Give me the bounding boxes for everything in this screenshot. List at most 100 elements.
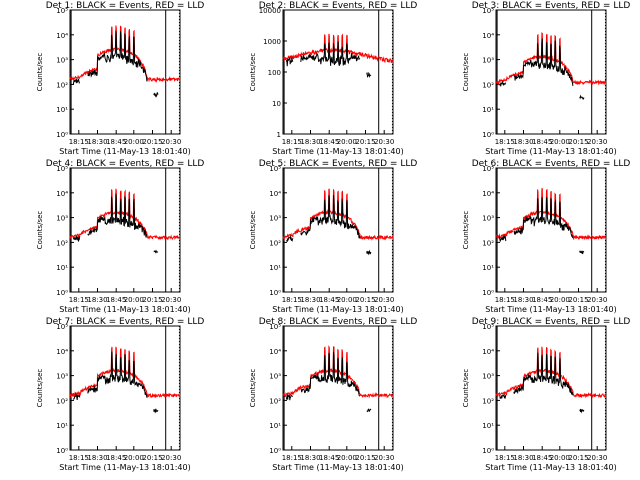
- series-events-line: [366, 249, 372, 256]
- panel-title: Det 6: BLACK = Events, RED = LLD: [472, 159, 631, 169]
- detector-panel-2: Det 2: BLACK = Events, RED = LLD 1 10 100 10…: [249, 1, 417, 156]
- x-tick-label: 18:15: [282, 138, 302, 146]
- y-tick-label: 10⁵: [269, 165, 281, 173]
- y-tick-label: 10³: [269, 215, 281, 223]
- x-tick-label: 18:30: [87, 138, 107, 146]
- series-events-line: [579, 408, 585, 414]
- y-tick-label: 1: [277, 131, 281, 139]
- series-events-line: [72, 235, 81, 242]
- x-tick-label: 18:45: [532, 454, 552, 462]
- x-tick-label: 20:30: [587, 454, 607, 462]
- detector-panel-9: Det 9: BLACK = Events, RED = LLD 10⁰ 10¹ 10…: [462, 317, 630, 472]
- y-axis-label: Counts/sec: [36, 53, 44, 92]
- y-tick-label: 10000: [259, 7, 281, 15]
- series-events-line: [285, 56, 294, 67]
- x-axis-label: Start Time (11-May-13 18:01:40): [485, 147, 616, 156]
- plot-frame: [69, 9, 181, 135]
- y-tick-label: 10²: [56, 397, 68, 405]
- plot-frame: [495, 167, 607, 293]
- series-events-line: [153, 249, 159, 254]
- detector-panel-5: Det 5: BLACK = Events, RED = LLD 10⁰ 10¹ 10…: [249, 159, 417, 314]
- detector-panel-1: Det 1: BLACK = Events, RED = LLD 10⁰ 10¹ 10…: [36, 1, 204, 156]
- series-events-line: [300, 195, 361, 239]
- panel-title: Det 1: BLACK = Events, RED = LLD: [46, 1, 205, 11]
- y-tick-label: 10¹: [482, 264, 494, 272]
- series-events-line: [153, 92, 159, 98]
- y-tick-label: 10⁰: [482, 447, 494, 455]
- x-tick-label: 20:30: [587, 296, 607, 304]
- y-tick-label: 10¹: [56, 264, 68, 272]
- y-tick-label: 100: [268, 69, 281, 77]
- y-tick-label: 10²: [269, 239, 281, 247]
- x-axis-label: Start Time (11-May-13 18:01:40): [272, 463, 403, 472]
- y-tick-label: 10²: [482, 81, 494, 89]
- y-tick-label: 10⁴: [56, 190, 68, 198]
- x-tick-label: 20:15: [568, 296, 588, 304]
- x-tick-label: 20:30: [374, 138, 394, 146]
- detector-panel-6: Det 6: BLACK = Events, RED = LLD 10⁰ 10¹ 10…: [462, 159, 630, 314]
- detector-panel-8: Det 8: BLACK = Events, RED = LLD 10⁰ 10¹ 10…: [249, 317, 417, 472]
- panel-title: Det 4: BLACK = Events, RED = LLD: [46, 159, 205, 169]
- x-axis-label: Start Time (11-May-13 18:01:40): [485, 305, 616, 314]
- y-tick-label: 10¹: [482, 422, 494, 430]
- series-events-line: [153, 408, 159, 414]
- x-tick-label: 18:30: [87, 454, 107, 462]
- panel-title: Det 9: BLACK = Events, RED = LLD: [472, 317, 631, 327]
- plot-frame: [69, 167, 181, 293]
- x-tick-label: 20:00: [550, 454, 570, 462]
- series-lld-line: [495, 346, 607, 399]
- y-tick-label: 10²: [482, 239, 494, 247]
- x-tick-label: 20:15: [355, 296, 375, 304]
- y-tick-label: 10³: [482, 373, 494, 381]
- x-tick-label: 20:30: [374, 454, 394, 462]
- x-axis-label: Start Time (11-May-13 18:01:40): [59, 463, 190, 472]
- x-axis-label: Start Time (11-May-13 18:01:40): [272, 305, 403, 314]
- x-tick-label: 18:15: [69, 138, 89, 146]
- x-tick-label: 20:15: [355, 454, 375, 462]
- x-tick-label: 20:30: [374, 296, 394, 304]
- x-tick-label: 18:30: [513, 454, 533, 462]
- y-tick-label: 10⁵: [56, 323, 68, 331]
- x-tick-label: 18:30: [300, 296, 320, 304]
- y-tick-label: 10⁰: [482, 289, 494, 297]
- series-lld-line: [69, 188, 181, 241]
- y-axis-label: Counts/sec: [249, 53, 257, 92]
- y-tick-label: 10³: [56, 215, 68, 223]
- series-events-line: [87, 30, 148, 82]
- x-tick-label: 18:45: [532, 296, 552, 304]
- panel-title: Det 2: BLACK = Events, RED = LLD: [259, 1, 418, 11]
- series-events-line: [87, 351, 148, 398]
- series-lld-line: [282, 188, 394, 241]
- y-tick-label: 10⁴: [56, 32, 68, 40]
- x-tick-label: 20:00: [550, 138, 570, 146]
- x-tick-label: 18:45: [106, 296, 126, 304]
- x-tick-label: 20:00: [337, 138, 357, 146]
- y-tick-label: 10⁴: [269, 190, 281, 198]
- y-tick-label: 10⁴: [56, 348, 68, 356]
- x-tick-label: 20:30: [587, 138, 607, 146]
- y-tick-label: 10²: [56, 239, 68, 247]
- x-axis-label: Start Time (11-May-13 18:01:40): [272, 147, 403, 156]
- series-events-line: [513, 352, 574, 396]
- plot-frame: [495, 325, 607, 451]
- y-tick-label: 10⁰: [56, 447, 68, 455]
- detector-panel-4: Det 4: BLACK = Events, RED = LLD 10⁰ 10¹ 10…: [36, 159, 204, 314]
- y-tick-label: 10⁴: [482, 32, 494, 40]
- series-events-line: [366, 408, 372, 413]
- y-tick-label: 10⁰: [56, 131, 68, 139]
- series-lld-line: [282, 344, 394, 399]
- y-tick-label: 10³: [269, 373, 281, 381]
- x-tick-label: 20:00: [550, 296, 570, 304]
- series-lld-line: [495, 188, 607, 241]
- x-tick-label: 20:15: [142, 454, 162, 462]
- series-lld-line: [69, 346, 181, 399]
- x-tick-label: 18:45: [532, 138, 552, 146]
- y-tick-label: 10: [272, 100, 281, 108]
- series-events-line: [579, 250, 585, 255]
- y-tick-label: 10⁰: [269, 289, 281, 297]
- series-events-line: [579, 94, 585, 100]
- x-tick-label: 20:00: [124, 138, 144, 146]
- x-tick-label: 20:00: [337, 296, 357, 304]
- y-tick-label: 10⁵: [56, 165, 68, 173]
- x-tick-label: 18:45: [319, 138, 339, 146]
